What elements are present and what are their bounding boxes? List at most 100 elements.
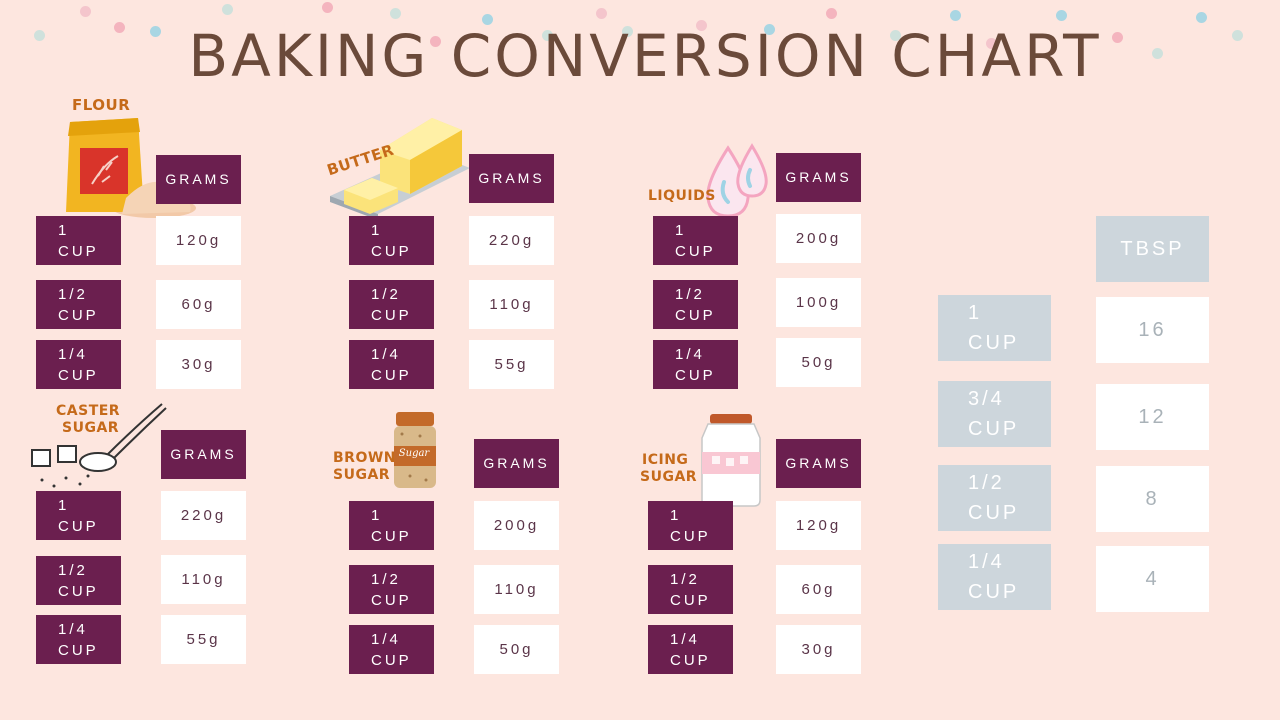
grams-value: 30g xyxy=(156,340,241,389)
confetti-dot xyxy=(1152,48,1163,59)
cup-unit: CUP xyxy=(58,517,99,535)
cup-unit: CUP xyxy=(968,502,1020,524)
grams-value: 100g xyxy=(776,278,861,327)
confetti-dot xyxy=(390,8,401,19)
confetti-dot xyxy=(1232,30,1243,41)
cup-amount: 1 xyxy=(670,506,682,524)
confetti-dot xyxy=(596,8,607,19)
cup-cell: 1 CUP xyxy=(36,216,121,265)
confetti-dot xyxy=(34,30,45,41)
confetti-dot xyxy=(222,4,233,15)
icing-sugar-label-line2: SUGAR xyxy=(640,469,698,485)
cup-amount: 1/2 xyxy=(371,285,401,303)
cup-unit: CUP xyxy=(675,366,716,384)
grams-value: 200g xyxy=(776,214,861,263)
cup-unit: CUP xyxy=(371,527,412,545)
cup-unit: CUP xyxy=(675,306,716,324)
grams-value: 60g xyxy=(776,565,861,614)
confetti-dot xyxy=(80,6,91,17)
cup-cell: 1/2 CUP xyxy=(36,556,121,605)
cup-unit: CUP xyxy=(371,366,412,384)
cup-cell: 1/4 CUP xyxy=(349,625,434,674)
grams-value: 110g xyxy=(474,565,559,614)
cup-cell: 1/4 CUP xyxy=(36,615,121,664)
confetti-dot xyxy=(1196,12,1207,23)
grams-value: 120g xyxy=(776,501,861,550)
cup-unit: CUP xyxy=(968,581,1020,603)
cup-unit: CUP xyxy=(371,651,412,669)
cup-cell: 1/2 CUP xyxy=(36,280,121,329)
cup-unit: CUP xyxy=(371,591,412,609)
confetti-dot xyxy=(826,8,837,19)
cup-unit: CUP xyxy=(371,306,412,324)
grams-value: 110g xyxy=(469,280,554,329)
page-title: BAKING CONVERSION CHART xyxy=(188,22,1102,90)
cup-amount: 1/2 xyxy=(675,285,705,303)
tbsp-value: 16 xyxy=(1096,297,1209,363)
icing-sugar-label-line1: ICING xyxy=(642,452,689,468)
cup-unit: CUP xyxy=(58,366,99,384)
cup-cell: 1/4 CUP xyxy=(36,340,121,389)
tbsp-header: TBSP xyxy=(1096,216,1209,282)
brown-sugar-label-line2: SUGAR xyxy=(333,467,391,483)
brown-sugar-label-line1: BROWN xyxy=(333,450,397,466)
cup-unit: CUP xyxy=(675,242,716,260)
confetti-dot xyxy=(1056,10,1067,21)
grams-header: GRAMS xyxy=(776,153,861,202)
cup-cell: 1 CUP xyxy=(36,491,121,540)
confetti-dot xyxy=(482,14,493,25)
cup-cell: 1/4 CUP xyxy=(938,544,1051,610)
caster-sugar-label-line2: SUGAR xyxy=(62,420,120,436)
grams-header: GRAMS xyxy=(776,439,861,488)
cup-amount: 1/4 xyxy=(58,345,88,363)
cup-unit: CUP xyxy=(58,242,99,260)
cup-cell: 1 CUP xyxy=(653,216,738,265)
cup-cell: 1 CUP xyxy=(648,501,733,550)
grams-value: 220g xyxy=(161,491,246,540)
cup-amount: 1/4 xyxy=(371,630,401,648)
jar-label-text: Sugar xyxy=(398,448,430,459)
brown-sugar-jar-icon xyxy=(394,412,436,488)
caster-sugar-label-line1: CASTER xyxy=(56,403,121,419)
cup-amount: 1 xyxy=(58,221,70,239)
cup-unit: CUP xyxy=(670,651,711,669)
grams-value: 200g xyxy=(474,501,559,550)
cup-amount: 1/4 xyxy=(670,630,700,648)
tbsp-value: 12 xyxy=(1096,384,1209,450)
grams-value: 50g xyxy=(776,338,861,387)
cup-cell: 1/4 CUP xyxy=(648,625,733,674)
confetti-dot xyxy=(322,2,333,13)
tbsp-value: 4 xyxy=(1096,546,1209,612)
butter-icon xyxy=(330,118,470,220)
cup-cell: 1/2 CUP xyxy=(349,280,434,329)
cup-amount: 1/4 xyxy=(968,551,1005,573)
confetti-dot xyxy=(150,26,161,37)
cup-amount: 1/4 xyxy=(58,620,88,638)
confetti-dot xyxy=(696,20,707,31)
cup-unit: CUP xyxy=(58,582,99,600)
cup-amount: 1 xyxy=(675,221,687,239)
cup-unit: CUP xyxy=(968,332,1020,354)
confetti-dot xyxy=(950,10,961,21)
cup-unit: CUP xyxy=(968,418,1020,440)
liquids-label: LIQUIDS xyxy=(648,188,716,204)
cup-amount: 1/2 xyxy=(968,472,1005,494)
cup-unit: CUP xyxy=(670,527,711,545)
cup-amount: 1 xyxy=(371,221,383,239)
tbsp-value: 8 xyxy=(1096,466,1209,532)
cup-cell: 1/2 CUP xyxy=(653,280,738,329)
cup-amount: 1/2 xyxy=(371,570,401,588)
cup-cell: 1 CUP xyxy=(938,295,1051,361)
confetti-dot xyxy=(1112,32,1123,43)
cup-unit: CUP xyxy=(58,306,99,324)
grams-value: 120g xyxy=(156,216,241,265)
confetti-dot xyxy=(764,24,775,35)
confetti-dot xyxy=(114,22,125,33)
cup-amount: 1 xyxy=(58,496,70,514)
confetti-dot xyxy=(890,30,901,41)
cup-cell: 1 CUP xyxy=(349,501,434,550)
confetti-dot xyxy=(986,38,997,49)
cup-cell: 1/4 CUP xyxy=(349,340,434,389)
flour-label: FLOUR xyxy=(72,96,131,114)
grams-value: 50g xyxy=(474,625,559,674)
